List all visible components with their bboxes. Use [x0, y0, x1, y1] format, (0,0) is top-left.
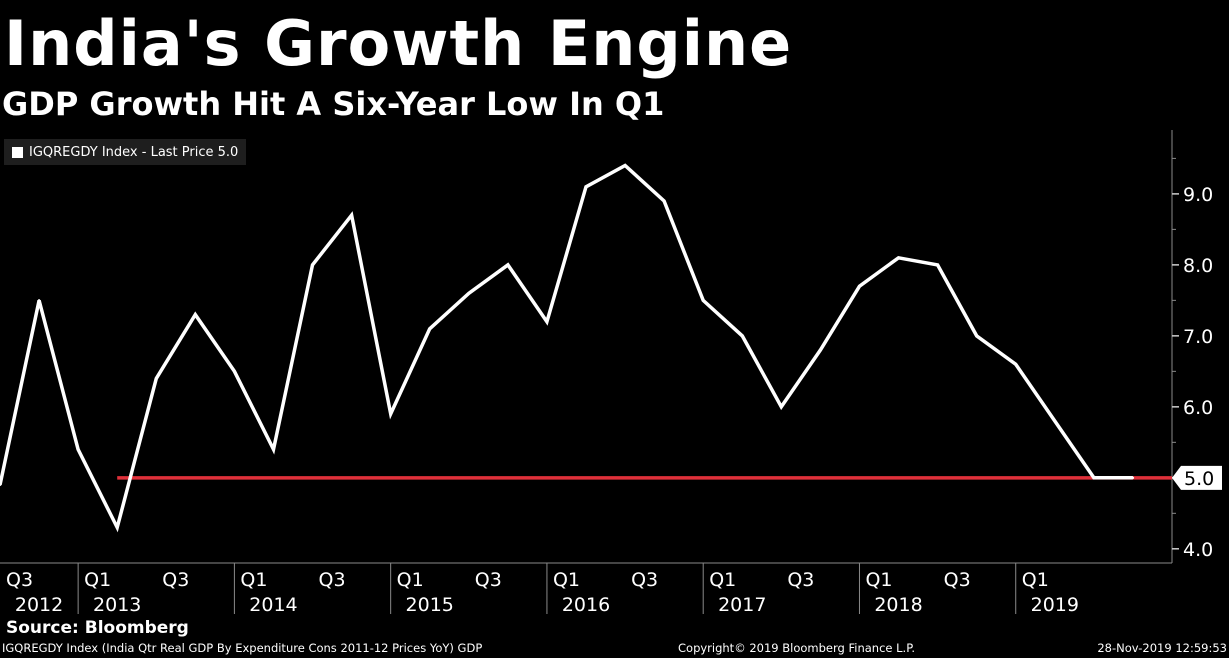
data-point	[155, 377, 158, 380]
x-tick-label: Q3	[475, 569, 502, 591]
data-point	[702, 299, 705, 302]
footer-timestamp: 28-Nov-2019 12:59:53	[1097, 641, 1227, 655]
data-point	[936, 263, 939, 267]
x-tick-label: Q3	[162, 569, 189, 591]
data-point	[233, 370, 236, 373]
data-point	[545, 320, 549, 323]
data-point	[428, 327, 431, 330]
data-point	[116, 526, 119, 529]
x-tick-label: Q3	[319, 569, 346, 591]
x-tick-label: Q1	[709, 569, 736, 591]
x-tick-label: Q1	[1022, 569, 1049, 591]
x-year-label: 2018	[874, 594, 922, 616]
data-point	[506, 263, 510, 267]
x-tick-label: Q1	[84, 569, 111, 591]
x-tick-label: Q3	[787, 569, 814, 591]
x-year-label: 2014	[249, 594, 297, 616]
source-note: Source: Bloomberg	[6, 618, 189, 638]
x-tick-label: Q1	[865, 569, 892, 591]
chart-title: India's Growth Engine	[4, 7, 793, 80]
footer-description: IGQREGDY Index (India Qtr Real GDP By Ex…	[2, 641, 483, 655]
data-point	[272, 448, 275, 451]
data-point	[1092, 476, 1096, 480]
x-tick-label: Q3	[6, 569, 33, 591]
data-point	[194, 313, 197, 316]
x-year-label: 2017	[718, 594, 766, 616]
data-point	[350, 213, 353, 217]
axes-layer	[0, 130, 1179, 614]
y-tick-label: 4.0	[1183, 539, 1213, 561]
data-point	[1131, 476, 1135, 480]
last-value-label: 5.0	[1184, 468, 1214, 490]
data-point	[858, 284, 861, 288]
x-tick-label: Q1	[240, 569, 267, 591]
x-tick-label: Q3	[944, 569, 971, 591]
data-point	[311, 263, 314, 267]
x-year-label: 2016	[562, 594, 610, 616]
data-point	[584, 185, 588, 188]
x-tick-label: Q3	[631, 569, 658, 591]
y-tick-label: 9.0	[1183, 184, 1213, 206]
data-point	[467, 292, 470, 295]
x-year-label: 2012	[15, 594, 63, 616]
data-point	[1053, 419, 1057, 423]
data-point	[0, 483, 2, 487]
legend-label: IGQREGDY Index - Last Price 5.0	[29, 144, 239, 160]
x-tick-label: Q1	[553, 569, 580, 591]
footer-copyright: Copyright© 2019 Bloomberg Finance L.P.	[678, 641, 915, 655]
data-point	[76, 448, 80, 451]
chart-subtitle: GDP Growth Hit A Six-Year Low In Q1	[2, 85, 665, 123]
data-point	[741, 334, 744, 338]
chart-legend: IGQREGDY Index - Last Price 5.0	[4, 139, 247, 165]
data-point	[819, 348, 822, 352]
data-point	[389, 412, 392, 416]
data-point	[975, 334, 978, 338]
x-year-label: 2019	[1031, 594, 1079, 616]
data-point	[780, 405, 783, 409]
legend-swatch	[12, 146, 23, 158]
label-layer: 4.0 6.0 7.0 8.0 9.0 Q3 Q1 Q3 Q1 Q3 Q1 Q3 Q1 Q3 Q1 Q3 Q1 Q…	[6, 184, 1222, 616]
data-point	[897, 256, 900, 259]
series-layer	[0, 163, 1135, 533]
y-tick-label: 8.0	[1183, 255, 1213, 277]
y-tick-label: 7.0	[1183, 326, 1213, 348]
data-point	[1014, 363, 1017, 366]
data-point	[623, 164, 627, 167]
series-line	[0, 163, 1133, 533]
data-point	[37, 299, 41, 302]
x-tick-label: Q1	[397, 569, 424, 591]
x-year-label: 2013	[93, 594, 141, 616]
y-tick-label: 6.0	[1183, 397, 1213, 419]
x-year-label: 2015	[406, 594, 454, 616]
data-point	[662, 199, 666, 203]
last-value-tag	[1172, 465, 1222, 490]
